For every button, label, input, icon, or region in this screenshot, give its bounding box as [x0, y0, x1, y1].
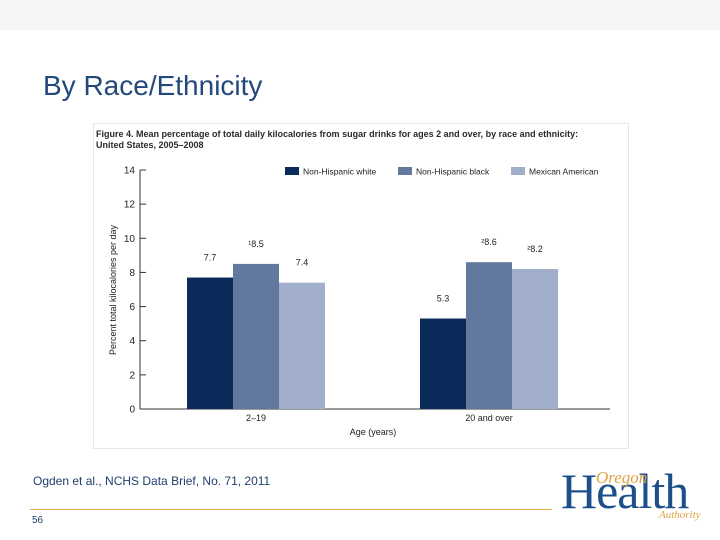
y-tick-label: 10	[124, 234, 136, 245]
y-tick-label: 6	[129, 302, 135, 313]
bar-value-label: 7.7	[204, 253, 217, 263]
citation: Ogden et al., NCHS Data Brief, No. 71, 2…	[33, 474, 271, 488]
bar-value-label: ²8.2	[527, 244, 543, 254]
bar	[279, 282, 325, 409]
slide-title: By Race/Ethnicity	[43, 70, 263, 101]
y-tick-label: 8	[129, 268, 135, 279]
x-axis-title: Age (years)	[350, 427, 397, 437]
x-tick-label: 2–19	[246, 413, 266, 423]
y-axis-title: Percent total kilocalories per day	[108, 224, 118, 355]
legend-label: Non-Hispanic white	[303, 167, 376, 177]
legend-label: Mexican American	[529, 167, 599, 177]
bar	[466, 262, 512, 409]
legend-swatch	[511, 167, 525, 175]
x-tick-label: 20 and over	[465, 413, 513, 423]
y-tick-label: 0	[129, 405, 135, 416]
y-tick-label: 4	[129, 336, 135, 347]
bar	[233, 263, 279, 409]
top-band	[0, 0, 720, 30]
bar-value-label: ¹8.5	[248, 239, 264, 249]
logo-word-authority: Authority	[659, 509, 701, 521]
footer-divider	[30, 509, 552, 510]
legend-swatch	[285, 167, 299, 175]
bar	[420, 318, 466, 409]
y-tick-label: 14	[124, 166, 136, 177]
oregon-health-authority-logo: Health Oregon Authority	[555, 466, 705, 526]
y-tick-label: 2	[129, 370, 135, 381]
bar	[512, 269, 558, 409]
bar	[187, 277, 233, 409]
y-tick-label: 12	[124, 200, 136, 211]
legend-swatch	[398, 167, 412, 175]
bar-value-label: ²8.6	[481, 237, 497, 247]
bar-value-label: 7.4	[296, 258, 309, 268]
logo-word-health: Health	[561, 463, 689, 519]
page-number: 56	[32, 515, 44, 526]
bar-value-label: 5.3	[437, 294, 450, 304]
chart-title: Figure 4. Mean percentage of total daily…	[96, 129, 579, 150]
logo-word-oregon: Oregon	[596, 468, 648, 487]
legend-label: Non-Hispanic black	[416, 167, 490, 177]
